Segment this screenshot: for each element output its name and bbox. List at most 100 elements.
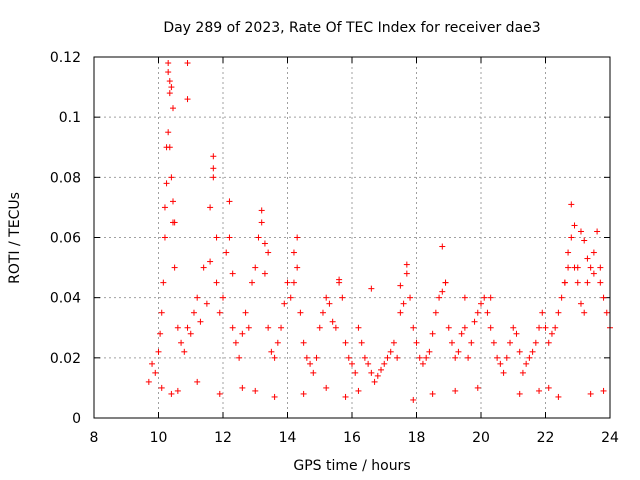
data-point <box>581 237 588 244</box>
data-point <box>594 228 601 235</box>
data-point <box>403 270 410 277</box>
data-point <box>158 309 165 316</box>
x-tick-label: 10 <box>150 430 168 446</box>
data-point <box>487 324 494 331</box>
data-point <box>158 384 165 391</box>
data-point <box>190 309 197 316</box>
data-point <box>271 354 278 361</box>
data-point <box>519 369 526 376</box>
data-point <box>149 360 156 367</box>
data-point <box>200 264 207 271</box>
data-point <box>510 324 517 331</box>
data-point <box>174 387 181 394</box>
axis-ticks: 8 10 12 14 16 18 20 22 24 0 0.02 0.04 0.06 0.08 0.1 0.1… <box>50 50 619 446</box>
data-point <box>471 318 478 325</box>
data-point <box>216 309 223 316</box>
data-point <box>355 387 362 394</box>
data-point <box>210 153 217 160</box>
data-point <box>400 300 407 307</box>
data-point <box>397 309 404 316</box>
data-point <box>239 384 246 391</box>
data-point <box>342 393 349 400</box>
data-point <box>561 279 568 286</box>
data-point <box>265 324 272 331</box>
data-point <box>516 390 523 397</box>
data-point <box>349 360 355 367</box>
data-point <box>587 264 594 271</box>
data-point <box>532 339 539 346</box>
data-point <box>166 90 173 97</box>
data-point <box>152 369 159 376</box>
data-point <box>355 324 362 331</box>
data-point <box>342 339 349 346</box>
data-point <box>310 369 317 376</box>
data-point <box>155 348 162 355</box>
data-point <box>574 279 581 286</box>
data-point <box>171 219 178 226</box>
data-point <box>368 369 375 376</box>
data-point <box>165 129 172 136</box>
data-point <box>220 294 226 301</box>
data-point <box>178 339 185 346</box>
data-points <box>145 60 613 403</box>
x-axis-label: GPS time / hours <box>293 458 410 474</box>
data-point <box>170 105 177 112</box>
data-point <box>397 282 404 289</box>
data-point <box>387 348 394 355</box>
data-point <box>442 279 449 286</box>
data-point <box>432 309 439 316</box>
data-point <box>168 84 175 91</box>
data-point <box>487 294 494 301</box>
data-point <box>165 69 172 76</box>
data-point <box>174 324 181 331</box>
x-tick-label: 14 <box>279 430 297 446</box>
data-point <box>452 387 459 394</box>
data-point <box>461 294 468 301</box>
x-tick-label: 24 <box>601 430 619 446</box>
data-point <box>274 339 281 346</box>
x-tick-label: 22 <box>537 430 555 446</box>
data-point <box>507 339 514 346</box>
data-point <box>284 279 291 286</box>
data-point <box>552 324 559 331</box>
data-point <box>294 234 301 241</box>
data-point <box>181 348 188 355</box>
data-point <box>465 354 472 361</box>
data-point <box>555 393 562 400</box>
data-point <box>542 324 549 331</box>
data-point <box>323 384 330 391</box>
y-tick-label: 0.12 <box>50 50 81 66</box>
data-point <box>429 330 436 337</box>
data-point <box>445 324 452 331</box>
data-point <box>577 228 584 235</box>
data-point <box>239 330 246 337</box>
data-point <box>184 324 191 331</box>
data-point <box>423 354 430 361</box>
data-point <box>419 360 426 367</box>
data-point <box>494 354 501 361</box>
data-point <box>252 387 259 394</box>
data-point <box>516 348 523 355</box>
x-tick-label: 8 <box>90 430 99 446</box>
data-point <box>468 339 475 346</box>
data-point <box>484 309 491 316</box>
data-point <box>365 360 372 367</box>
x-tick-label: 16 <box>343 430 361 446</box>
data-point <box>558 294 565 301</box>
plot-frame <box>93 56 611 419</box>
data-point <box>194 378 201 385</box>
data-point <box>294 264 301 271</box>
data-point <box>426 348 433 355</box>
data-point <box>448 339 455 346</box>
data-point <box>361 354 368 361</box>
data-point <box>407 294 414 301</box>
data-point <box>281 300 288 307</box>
data-point <box>410 324 417 331</box>
data-point <box>252 264 259 271</box>
data-point <box>323 294 330 301</box>
data-point <box>490 339 497 346</box>
data-point <box>600 294 607 301</box>
data-point <box>590 249 597 256</box>
data-point <box>232 339 239 346</box>
data-point <box>271 393 278 400</box>
